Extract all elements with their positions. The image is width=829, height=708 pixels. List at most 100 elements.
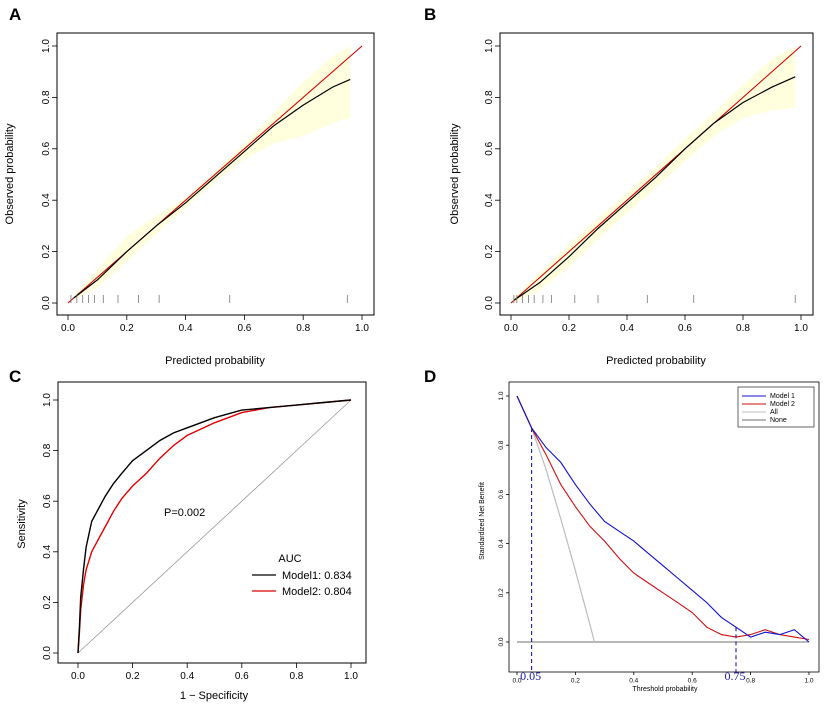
legend-label-model2: Model2: 0.804 [282, 586, 352, 598]
y-tick-label: 0.2 [41, 244, 52, 258]
roc-curve-model2 [77, 399, 352, 654]
x-axis-c: 0.0 0.2 0.4 0.6 0.8 1.0 [71, 663, 358, 682]
threshold-label: 0.75 [725, 669, 746, 683]
plot-frame-a [56, 32, 375, 316]
roc-curve-model1 [77, 399, 352, 654]
x-tick-label: 0.4 [179, 323, 193, 334]
panel-d: D 0.0 0.2 0.4 0.6 0.8 1.0 0.00.20.40.60.81.0 … [424, 367, 820, 693]
y-tick-label: 1.0 [484, 39, 495, 53]
y-tick-label: 0.4 [484, 193, 495, 207]
x-tick-label: 0.2 [120, 323, 134, 334]
y-tick-label: 0.4 [498, 539, 505, 548]
x-axis-label-d: Threshold probability [633, 686, 698, 693]
confidence-band [513, 46, 796, 303]
y-tick-label: 1.0 [41, 39, 52, 53]
y-tick-label: 0.0 [498, 637, 505, 646]
y-axis-d: 0.0 0.2 0.4 0.6 0.8 1.0 [498, 391, 509, 647]
p-value-annotation: P=0.002 [164, 507, 205, 519]
x-tick-label: 0.6 [688, 678, 697, 685]
threshold-label: 0.05 [520, 669, 541, 683]
x-tick-label: 0.6 [678, 323, 692, 334]
x-tick-label: 0.4 [180, 671, 194, 682]
x-axis-label-c: 1 − Specificity [180, 690, 249, 702]
y-tick-label: 0.0 [42, 646, 53, 660]
x-tick-label: 0.0 [61, 323, 75, 334]
plot-frame-d [508, 381, 820, 673]
dca-line-model-1 [516, 395, 810, 643]
y-tick-label: 0.6 [41, 141, 52, 155]
y-tick-label: 0.8 [484, 90, 495, 104]
legend-label-model-2: Model 2 [770, 401, 795, 408]
calibration-lines-b [510, 45, 802, 304]
legend-c: AUC Model1: 0.834 Model2: 0.804 [252, 553, 352, 598]
x-tick-label: 1.0 [344, 671, 358, 682]
y-axis-label-c: Sensitivity [16, 499, 28, 549]
x-tick-label: 0.6 [237, 323, 251, 334]
legend-label-model-1: Model 1 [770, 393, 795, 400]
x-tick-label: 1.0 [355, 323, 369, 334]
dca-lines-d [516, 395, 810, 643]
dca-line-all [516, 395, 595, 643]
x-tick-label: 0.6 [235, 671, 249, 682]
x-axis-a: 0.0 0.2 0.4 0.6 0.8 1.0 [61, 315, 369, 334]
y-tick-label: 0.0 [41, 296, 52, 310]
y-tick-label: 0.6 [484, 141, 495, 155]
x-tick-label: 1.0 [794, 323, 808, 334]
roc-lines-c [77, 399, 352, 654]
panel-letter-a: A [9, 5, 21, 24]
y-tick-label: 0.2 [484, 244, 495, 258]
y-tick-label: 0.0 [484, 296, 495, 310]
y-tick-label: 0.4 [42, 544, 53, 558]
x-tick-label: 0.0 [512, 678, 521, 685]
plot-frame-b [499, 32, 814, 316]
x-axis-d: 0.0 0.2 0.4 0.6 0.8 1.0 [512, 672, 814, 685]
x-axis-b: 0.0 0.2 0.4 0.6 0.8 1.0 [504, 315, 808, 334]
y-axis-c: 0.0 0.2 0.4 0.6 0.8 1.0 [42, 393, 58, 660]
panel-c: C 0.0 0.2 0.4 0.6 0.8 1.0 0.00.20.40.60.81.0 … [9, 367, 367, 702]
x-axis-label-a: Predicted probability [165, 355, 265, 367]
y-tick-label: 0.2 [42, 595, 53, 609]
x-tick-label: 0.8 [296, 323, 310, 334]
y-axis-label-a: Observed probability [4, 123, 16, 224]
calibration-ci-band-b [513, 46, 796, 303]
calibration-curve [73, 78, 351, 299]
y-tick-label: 0.4 [41, 193, 52, 207]
threshold-markers-d: 0.05 0.75 [520, 427, 746, 683]
y-tick-label: 0.6 [498, 490, 505, 499]
panel-letter-d: D [424, 367, 436, 386]
y-axis-a: 0.0 0.2 0.4 0.6 0.8 1.0 [41, 39, 57, 310]
x-tick-label: 0.4 [629, 678, 638, 685]
legend-label-model1: Model1: 0.834 [282, 570, 352, 582]
y-tick-label: 0.8 [42, 443, 53, 457]
ideal-line [67, 45, 363, 304]
x-tick-label: 0.2 [571, 678, 580, 685]
panel-b: B 0.0 0.2 0.4 0.6 0.8 1.0 0.00.20.40.60.81.0 … [424, 5, 814, 367]
x-axis-label-b: Predicted probability [606, 355, 706, 367]
panel-a: A 0.0 0.2 0.4 0.6 0.8 1.0 0.00.20.40.60.81.0 … [4, 5, 375, 367]
legend-d: Model 1 Model 2 All None [737, 386, 815, 428]
y-tick-label: 1.0 [498, 391, 505, 400]
y-tick-label: 0.8 [498, 440, 505, 449]
x-tick-label: 0.8 [746, 678, 755, 685]
y-tick-label: 0.6 [42, 494, 53, 508]
plot-frame-c [57, 381, 367, 664]
reference-diagonal [77, 399, 352, 654]
x-tick-label: 0.8 [736, 323, 750, 334]
y-tick-label: 0.2 [498, 588, 505, 597]
y-axis-b: 0.0 0.2 0.4 0.6 0.8 1.0 [484, 39, 500, 310]
y-tick-label: 0.8 [41, 90, 52, 104]
calibration-lines-a [67, 45, 363, 304]
x-tick-label: 0.2 [126, 671, 140, 682]
x-tick-label: 0.8 [289, 671, 303, 682]
x-tick-label: 1.0 [804, 678, 813, 685]
legend-label-all: All [770, 409, 778, 416]
dca-line-model-2 [516, 395, 810, 641]
calibration-curve [513, 76, 796, 301]
x-tick-label: 0.4 [620, 323, 634, 334]
y-tick-label: 1.0 [42, 393, 53, 407]
legend-label-none: None [770, 417, 787, 424]
panel-letter-b: B [424, 5, 436, 24]
y-axis-label-d: Standardized Net Benefit [479, 482, 486, 560]
x-tick-label: 0.0 [504, 323, 518, 334]
